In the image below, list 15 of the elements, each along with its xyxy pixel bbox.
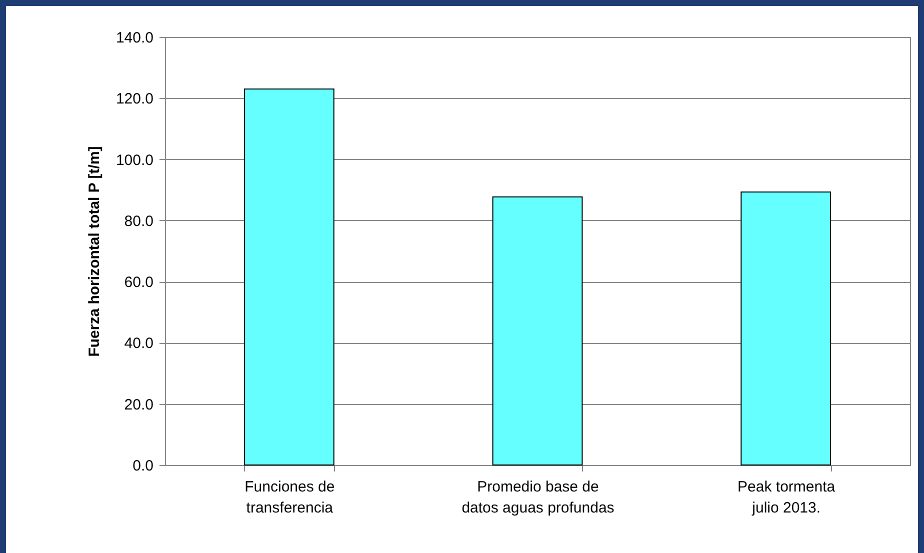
bar <box>492 196 583 466</box>
y-tick-label: 20.0 <box>124 396 154 414</box>
y-axis-title: Fuerza horizontal total P [t/m] <box>86 146 103 357</box>
x-tick-label: Promedio base de datos aguas profundas <box>462 478 614 516</box>
bar <box>244 88 334 466</box>
bar <box>740 191 832 466</box>
y-tick-label: 60.0 <box>124 274 154 292</box>
y-tick-label: 140.0 <box>116 30 154 46</box>
x-tick-label: Funciones de transferencia <box>244 478 335 516</box>
y-tick-label: 80.0 <box>124 212 154 230</box>
y-tick-label: 40.0 <box>124 335 154 352</box>
y-tick-label: 100.0 <box>116 152 154 169</box>
x-tick-label: Peak tormenta julio 2013. <box>738 478 836 516</box>
y-tick-label: 0.0 <box>132 458 154 474</box>
y-tick-label: 120.0 <box>116 90 154 108</box>
